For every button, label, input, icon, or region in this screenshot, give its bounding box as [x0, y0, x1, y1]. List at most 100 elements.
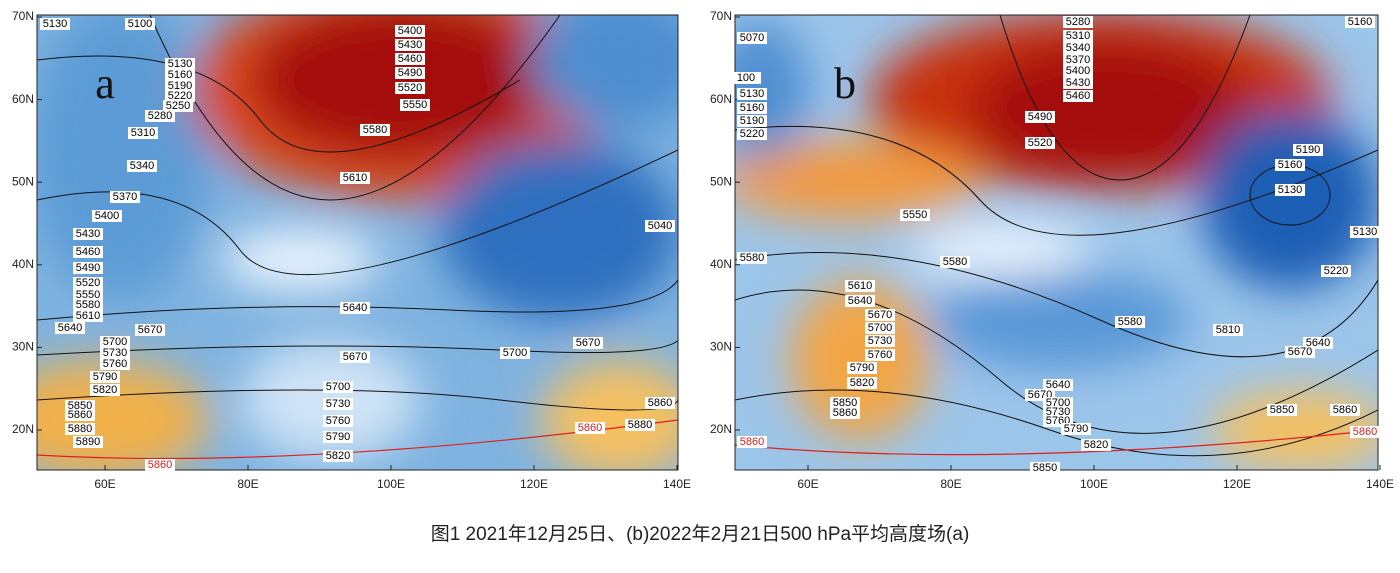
contour-label-bg — [737, 115, 767, 127]
contour-label: 5160 — [1278, 159, 1302, 171]
contour-label-bg — [737, 252, 767, 264]
contour-label: 5820 — [1084, 439, 1108, 451]
contour-label: 5670 — [576, 337, 600, 349]
contour-label-bg — [1275, 159, 1305, 171]
contour-label-bg — [73, 299, 103, 311]
contour-label: 5340 — [130, 160, 154, 172]
contour-label-bg — [575, 422, 605, 434]
contours — [37, 15, 1378, 457]
lat-label: 50N — [710, 174, 732, 188]
contour-label: 5400 — [95, 210, 119, 222]
contour-label: 5860 — [68, 409, 92, 421]
contour-label: 5610 — [76, 310, 100, 322]
lat-label: 40N — [710, 257, 732, 271]
contour-label-bg — [128, 127, 158, 139]
lat-label: 30N — [710, 340, 732, 354]
contour-label-bg — [73, 246, 103, 258]
contour-label-bg — [1063, 16, 1093, 28]
contour-label: 5160 — [168, 69, 192, 81]
contour-label: 5370 — [113, 191, 137, 203]
contour-label: 5610 — [343, 172, 367, 184]
contour-label: 5460 — [76, 246, 100, 258]
contour-label: 5430 — [76, 228, 100, 240]
contour-label: 5130 — [168, 58, 192, 70]
contour-label-bg — [1063, 42, 1093, 54]
contour-label-bg — [845, 295, 875, 307]
lat-label: 40N — [12, 257, 34, 271]
contour-label: 5700 — [326, 381, 350, 393]
contour-label: 5580 — [943, 256, 967, 268]
contour-label: 5550 — [403, 99, 427, 111]
contour-label-bg — [145, 459, 175, 471]
contour-label: 5280 — [1066, 16, 1090, 28]
contour-label: 5430 — [1066, 77, 1090, 89]
contour-label-bg — [1025, 137, 1055, 149]
contour-label: 5220 — [740, 128, 764, 140]
contour-label-bg — [110, 191, 140, 203]
lon-label: 60E — [797, 477, 818, 491]
contour-label: 5730 — [326, 398, 350, 410]
contour-label: 5880 — [68, 423, 92, 435]
contour-label: 5280 — [148, 110, 172, 122]
lon-label: 100E — [1080, 477, 1108, 491]
contour-label-bg — [845, 280, 875, 292]
frame — [36, 14, 679, 471]
contour-label-bg — [1081, 439, 1111, 451]
contour-label-bg — [573, 337, 603, 349]
contour-label-bg — [73, 310, 103, 322]
contour-label-bg — [395, 39, 425, 51]
contour-label-bg — [940, 256, 970, 268]
contour-label: 5550 — [76, 289, 100, 301]
contour-label: 5460 — [398, 53, 422, 65]
contour-label: 5130 — [43, 18, 67, 30]
contour-label-bg — [165, 80, 195, 92]
contour-label-bg — [1345, 16, 1375, 28]
contour-label: 5860 — [648, 397, 672, 409]
contour-label-bg — [90, 371, 120, 383]
contour-label-bg — [1063, 30, 1093, 42]
contour-label-bg — [737, 102, 767, 114]
panel-letter: a — [95, 59, 115, 108]
contour-label-bg — [163, 100, 193, 112]
contour-label: 5700 — [868, 322, 892, 334]
contour-label: 5130 — [1278, 184, 1302, 196]
contour-label-bg — [1043, 379, 1073, 391]
contour-label-bg — [625, 419, 655, 431]
contour-label: 5250 — [166, 100, 190, 112]
contour-label-bg — [645, 220, 675, 232]
contour-label: 5640 — [343, 302, 367, 314]
lon-label: 120E — [520, 477, 548, 491]
contour-label: 5580 — [740, 252, 764, 264]
contour-label-bg — [100, 336, 130, 348]
contour-label: 5100 — [128, 18, 152, 30]
contour-label-bg — [1350, 226, 1380, 238]
contour-label-bg — [360, 124, 390, 136]
contour-label-bg — [73, 277, 103, 289]
contour-label: 5130 — [740, 88, 764, 100]
contour-label: 5610 — [848, 280, 872, 292]
contour-label: 5400 — [1066, 65, 1090, 77]
contour-label: 5730 — [1046, 406, 1070, 418]
contour-label-bg — [165, 69, 195, 81]
contour-label: 5400 — [398, 25, 422, 37]
contour-label: 5890 — [76, 436, 100, 448]
contour-label-bg — [1213, 324, 1243, 336]
contour-label-bg — [1061, 423, 1091, 435]
contour-label: 5580 — [76, 299, 100, 311]
contour-label-bg — [865, 349, 895, 361]
contour-label-bg — [165, 90, 195, 102]
contour-label-bg — [92, 210, 122, 222]
contour-label: 5820 — [850, 377, 874, 389]
contour-label-bg — [830, 397, 860, 409]
lat-label: 20N — [710, 422, 732, 436]
contour-label-bg — [1285, 346, 1315, 358]
contour-label: 5850 — [1270, 404, 1294, 416]
contour-label: 5550 — [903, 209, 927, 221]
lon-label: 120E — [1223, 477, 1251, 491]
contour-label-bg — [1030, 462, 1060, 474]
contour-label: 5860 — [1353, 426, 1377, 438]
contour-label-bg — [55, 322, 85, 334]
contour-label-bg — [395, 82, 425, 94]
contour-label: 5310 — [131, 127, 155, 139]
